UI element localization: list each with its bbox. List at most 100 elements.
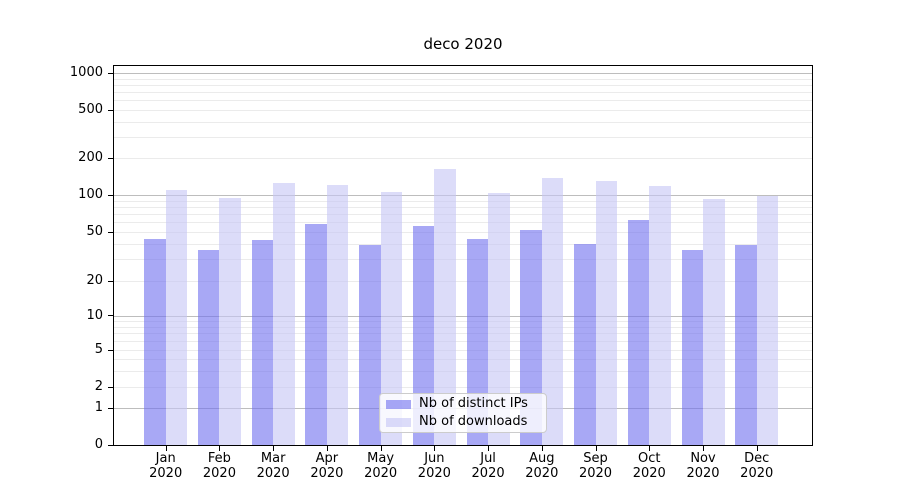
minor-gridline (114, 340, 812, 342)
bar-distinct-ips-aug (520, 229, 542, 445)
x-axis-tick (219, 446, 221, 451)
y-axis-tick (108, 72, 113, 74)
y-tick-label: 1 (94, 400, 103, 415)
x-tick-month: Aug (529, 451, 555, 466)
x-tick-label: Mar 2020 (243, 451, 303, 481)
x-tick-label: Oct 2020 (619, 451, 679, 481)
y-axis-tick (108, 407, 113, 409)
y-axis-tick (108, 315, 113, 317)
x-tick-month: Oct (638, 451, 661, 466)
y-axis-tick (108, 109, 113, 111)
bar-distinct-ips-jan (144, 238, 166, 445)
major-gridline (114, 195, 812, 196)
x-axis-tick (165, 446, 167, 451)
y-tick-label: 20 (86, 273, 103, 288)
legend-swatch-downloads-icon (386, 417, 411, 427)
minor-gridline (114, 333, 812, 335)
y-tick-label: 100 (78, 187, 103, 202)
bar-distinct-ips-mar (251, 240, 274, 445)
bar-downloads-jan (165, 190, 188, 445)
x-tick-month: Mar (260, 451, 286, 466)
minor-gridline (114, 121, 812, 123)
bar-distinct-ips-dec (735, 245, 757, 445)
x-axis-tick (756, 446, 758, 451)
x-axis-tick (488, 446, 490, 451)
y-axis-tick (108, 231, 113, 233)
y-tick-label: 10 (86, 307, 103, 323)
bar-downloads-apr (326, 184, 349, 445)
x-tick-month: Jul (480, 451, 496, 466)
x-tick-label: Dec 2020 (727, 451, 787, 481)
x-tick-month: Jun (424, 451, 445, 466)
minor-gridline (114, 243, 812, 245)
chart-title: deco 2020 (423, 35, 503, 53)
minor-gridline (114, 350, 812, 351)
x-tick-month: May (367, 451, 395, 466)
minor-gridline (114, 200, 812, 202)
x-tick-year: 2020 (364, 466, 398, 481)
legend: Nb of distinct IPs Nb of downloads (379, 393, 547, 433)
x-tick-label: Sep 2020 (566, 451, 626, 481)
y-tick-label: 50 (86, 224, 103, 239)
x-tick-year: 2020 (686, 466, 720, 481)
minor-gridline (114, 259, 812, 261)
bar-distinct-ips-may (359, 245, 381, 445)
x-tick-year: 2020 (256, 466, 290, 481)
x-axis-tick (380, 446, 382, 451)
x-tick-month: Feb (207, 451, 231, 466)
bar-downloads-aug (541, 177, 564, 445)
y-axis-tick (108, 444, 113, 446)
bar-distinct-ips-oct (627, 219, 650, 445)
x-tick-year: 2020 (740, 466, 774, 481)
x-tick-month: Jan (155, 451, 176, 466)
y-tick-label: 200 (78, 150, 103, 165)
minor-gridline (114, 136, 812, 138)
legend-swatch-distinct-ips-icon (386, 399, 411, 409)
minor-gridline (114, 84, 812, 86)
minor-gridline (114, 326, 812, 328)
x-tick-year: 2020 (149, 466, 183, 481)
minor-gridline (114, 320, 812, 322)
major-gridline (114, 315, 812, 317)
x-axis-tick (595, 446, 597, 451)
legend-item-distinct-ips: Nb of distinct IPs (386, 397, 538, 411)
bar-downloads-oct (649, 186, 671, 445)
bar-downloads-jul (488, 192, 510, 445)
x-tick-label: Aug 2020 (512, 451, 572, 481)
x-tick-label: Nov 2020 (673, 451, 733, 481)
bar-downloads-jun (434, 169, 456, 445)
bar-downloads-mar (273, 182, 295, 445)
y-axis-tick (108, 280, 113, 282)
bar-downloads-dec (756, 196, 779, 445)
x-tick-year: 2020 (202, 466, 236, 481)
x-tick-year: 2020 (310, 466, 344, 481)
x-tick-month: Sep (583, 451, 608, 466)
y-axis-tick (108, 157, 113, 159)
x-tick-year: 2020 (417, 466, 451, 481)
minor-gridline (114, 214, 812, 216)
y-tick-label: 5 (94, 342, 103, 357)
minor-gridline (114, 100, 812, 102)
bar-downloads-sep (595, 180, 618, 445)
x-axis-tick (326, 446, 328, 451)
y-tick-label: 0 (94, 437, 103, 452)
y-axis-tick (108, 194, 113, 196)
bar-distinct-ips-nov (681, 249, 703, 445)
bar-downloads-feb (219, 197, 241, 445)
x-tick-label: Jul 2020 (458, 451, 518, 481)
x-tick-label: Jun 2020 (404, 451, 464, 481)
minor-gridline (114, 92, 812, 94)
bar-distinct-ips-feb (197, 249, 220, 445)
y-axis-tick (108, 349, 113, 351)
x-tick-year: 2020 (578, 466, 613, 481)
x-tick-label: Apr 2020 (297, 451, 357, 481)
x-tick-label: May 2020 (351, 451, 411, 481)
y-tick-label: 2 (94, 379, 103, 394)
major-gridline (114, 73, 812, 74)
x-axis-tick (703, 446, 704, 451)
bar-downloads-may (380, 192, 403, 445)
x-axis-tick (434, 446, 436, 451)
bar-downloads-nov (703, 199, 725, 445)
x-tick-month: Dec (744, 451, 770, 466)
